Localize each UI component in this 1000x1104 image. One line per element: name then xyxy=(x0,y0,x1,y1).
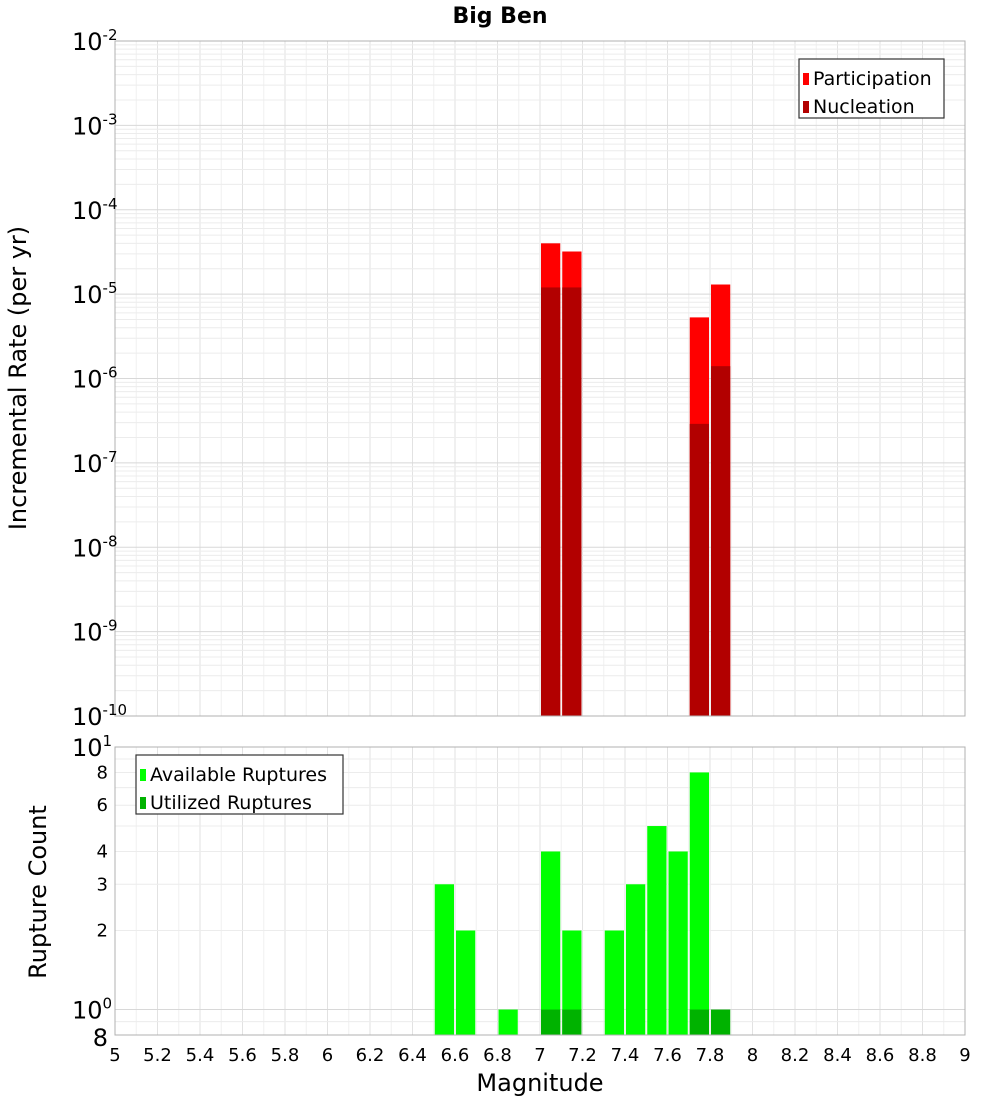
x-tick-label: 9 xyxy=(959,1045,970,1066)
top-bar-nucleation xyxy=(541,287,561,716)
bottom-legend-swatch xyxy=(140,797,146,809)
x-tick-label: 6.6 xyxy=(441,1045,470,1066)
bottom-legend-label: Available Ruptures xyxy=(150,764,327,786)
top-y-tick-label: 10-6 xyxy=(72,364,118,394)
bottom-legend-label: Utilized Ruptures xyxy=(150,792,312,814)
bottom-bar-available-ruptures xyxy=(498,1009,518,1035)
top-legend-label: Participation xyxy=(813,68,932,90)
x-tick-label: 7.4 xyxy=(611,1045,640,1066)
bottom-bar-available-ruptures xyxy=(456,930,476,1035)
top-bar-nucleation xyxy=(562,287,582,716)
x-tick-label: 7.2 xyxy=(568,1045,597,1066)
top-legend-swatch xyxy=(803,101,809,113)
bottom-legend-box xyxy=(135,754,344,815)
bottom-y-axis-label: Rupture Count xyxy=(24,805,52,979)
top-y-tick-label: 10-4 xyxy=(72,195,118,225)
top-bar-nucleation xyxy=(711,366,731,716)
top-y-tick-label: 10-7 xyxy=(72,448,118,478)
x-tick-label: 5 xyxy=(109,1045,120,1066)
bottom-bar-utilized-ruptures xyxy=(711,1009,731,1035)
bottom-plot-frame xyxy=(114,746,966,1036)
bottom-bar-utilized-ruptures xyxy=(541,1009,561,1035)
x-tick-label: 6.8 xyxy=(483,1045,512,1066)
top-legend-label: Nucleation xyxy=(813,96,915,118)
bottom-y-tick-label: 8 xyxy=(93,1024,108,1052)
x-tick-label: 6.2 xyxy=(356,1045,385,1066)
chart-title: Big Ben xyxy=(452,4,547,29)
bottom-bar-available-ruptures xyxy=(604,930,624,1035)
bottom-y-tick-label: 100 xyxy=(72,995,112,1025)
x-axis-label: Magnitude xyxy=(476,1069,603,1097)
bottom-y-tick-label: 3 xyxy=(97,874,108,895)
bottom-y-tick-label: 101 xyxy=(72,732,112,762)
top-bar-nucleation xyxy=(689,423,709,716)
x-tick-label: 5.6 xyxy=(228,1045,257,1066)
bottom-bar-utilized-ruptures xyxy=(562,1009,582,1035)
bottom-bar-available-ruptures xyxy=(689,772,709,1035)
x-tick-label: 5.2 xyxy=(143,1045,172,1066)
bottom-legend-swatch xyxy=(140,769,146,781)
x-tick-label: 6.4 xyxy=(398,1045,427,1066)
top-grid xyxy=(114,40,966,717)
x-tick-label: 7.6 xyxy=(653,1045,682,1066)
x-tick-label: 8.2 xyxy=(781,1045,810,1066)
bottom-y-tick-label: 2 xyxy=(97,921,108,942)
bottom-bar-available-ruptures xyxy=(668,851,688,1035)
top-legend-swatch xyxy=(803,73,809,85)
bottom-bar-available-ruptures xyxy=(626,884,646,1035)
x-tick-label: 6 xyxy=(322,1045,333,1066)
top-y-tick-label: 10-8 xyxy=(72,532,118,562)
x-tick-label: 5.4 xyxy=(186,1045,215,1066)
top-y-tick-label: 10-9 xyxy=(72,617,118,647)
top-plot-frame xyxy=(114,40,966,717)
x-tick-label: 7 xyxy=(534,1045,545,1066)
bottom-y-tick-label: 4 xyxy=(97,841,108,862)
bottom-bar-available-ruptures xyxy=(434,884,454,1035)
bottom-bar-available-ruptures xyxy=(647,826,667,1035)
x-tick-label: 5.8 xyxy=(271,1045,300,1066)
top-y-tick-label: 10-2 xyxy=(72,26,118,56)
top-y-axis-label: Incremental Rate (per yr) xyxy=(4,226,32,530)
x-tick-label: 7.8 xyxy=(696,1045,725,1066)
top-y-tick-label: 10-10 xyxy=(72,701,127,731)
bottom-bar-available-ruptures xyxy=(541,851,561,1035)
bottom-bar-available-ruptures xyxy=(562,930,582,1035)
top-legend-box xyxy=(798,58,945,119)
bottom-y-tick-label: 8 xyxy=(97,762,108,783)
top-y-tick-label: 10-3 xyxy=(72,110,118,140)
top-y-tick-label: 10-5 xyxy=(72,279,118,309)
bottom-y-tick-label: 6 xyxy=(97,795,108,816)
x-tick-label: 8.8 xyxy=(908,1045,937,1066)
x-tick-label: 8.6 xyxy=(866,1045,895,1066)
bottom-bar-utilized-ruptures xyxy=(689,1009,709,1035)
x-tick-label: 8.4 xyxy=(823,1045,852,1066)
x-tick-label: 8 xyxy=(747,1045,758,1066)
